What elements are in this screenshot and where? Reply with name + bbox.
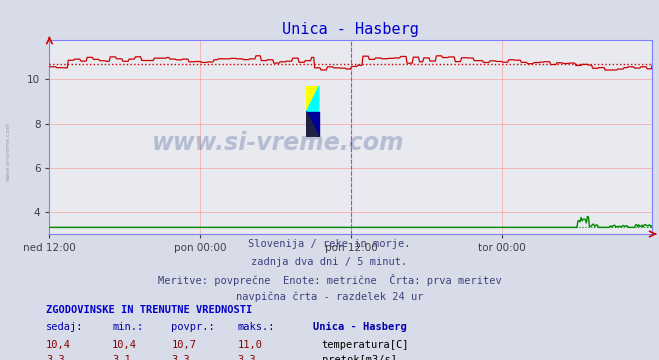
Text: sedaj:: sedaj:	[46, 323, 84, 333]
Polygon shape	[306, 112, 319, 137]
Text: 10,4: 10,4	[112, 340, 137, 350]
Text: Slovenija / reke in morje.: Slovenija / reke in morje.	[248, 239, 411, 249]
Text: maks.:: maks.:	[237, 323, 275, 333]
Text: 3,3: 3,3	[171, 355, 190, 360]
Polygon shape	[306, 112, 319, 137]
Text: www.si-vreme.com: www.si-vreme.com	[5, 121, 11, 181]
Text: Meritve: povprečne  Enote: metrične  Črta: prva meritev: Meritve: povprečne Enote: metrične Črta:…	[158, 274, 501, 286]
Text: pretok[m3/s]: pretok[m3/s]	[322, 355, 397, 360]
Text: Unica - Hasberg: Unica - Hasberg	[313, 323, 407, 333]
Text: 10,4: 10,4	[46, 340, 71, 350]
Polygon shape	[306, 86, 319, 112]
Text: www.si-vreme.com: www.si-vreme.com	[152, 131, 405, 155]
Text: min.:: min.:	[112, 323, 143, 333]
Text: povpr.:: povpr.:	[171, 323, 215, 333]
Text: ZGODOVINSKE IN TRENUTNE VREDNOSTI: ZGODOVINSKE IN TRENUTNE VREDNOSTI	[46, 305, 252, 315]
Title: Unica - Hasberg: Unica - Hasberg	[283, 22, 419, 37]
Text: navpična črta - razdelek 24 ur: navpična črta - razdelek 24 ur	[236, 291, 423, 302]
Text: 3,1: 3,1	[112, 355, 130, 360]
Text: 3,3: 3,3	[237, 355, 256, 360]
Text: 10,7: 10,7	[171, 340, 196, 350]
Polygon shape	[306, 86, 319, 112]
Text: 3,3: 3,3	[46, 355, 65, 360]
Text: 11,0: 11,0	[237, 340, 262, 350]
Text: zadnja dva dni / 5 minut.: zadnja dva dni / 5 minut.	[251, 257, 408, 267]
Text: temperatura[C]: temperatura[C]	[322, 340, 409, 350]
